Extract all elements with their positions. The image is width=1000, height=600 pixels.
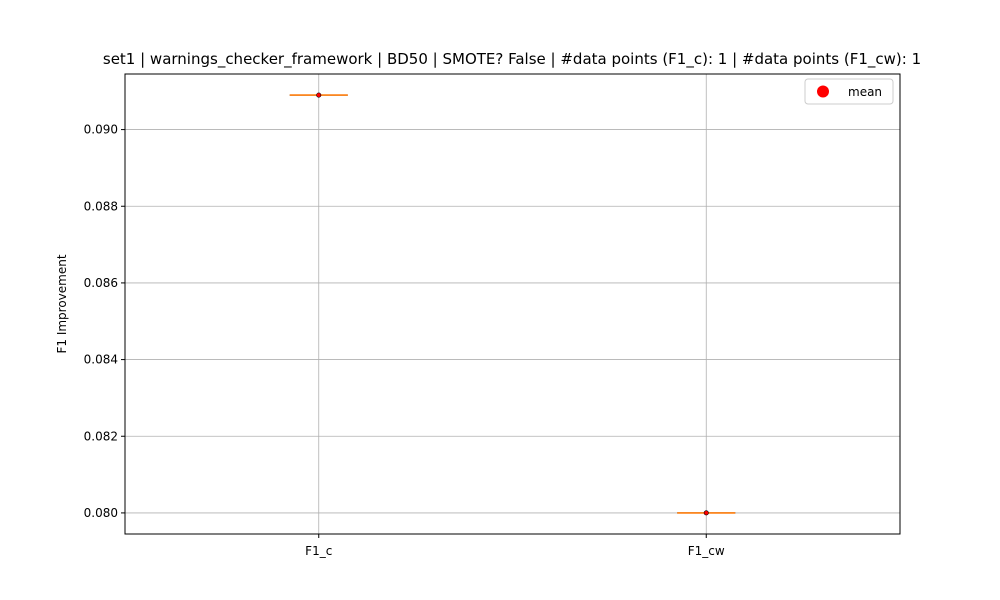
mean-marker	[316, 92, 322, 98]
y-tick-label: 0.086	[84, 276, 118, 290]
mean-marker	[703, 510, 709, 516]
plot-frame	[124, 73, 901, 535]
legend: mean	[804, 78, 894, 105]
data-layer	[289, 92, 736, 516]
y-tick-label: 0.080	[84, 506, 118, 520]
tick-layer: 0.080 0.082 0.084 0.086 0.088 0.090 F1_c F1_cw	[84, 123, 725, 558]
chart-title: set1 | warnings_checker_framework | BD50…	[103, 50, 921, 69]
legend-box	[804, 78, 894, 105]
grid-layer	[125, 74, 900, 534]
y-tick-label: 0.090	[84, 123, 118, 137]
y-axis-label: F1 Improvement	[55, 254, 69, 353]
y-tick-label: 0.082	[84, 429, 118, 443]
x-tick-label: F1_cw	[688, 544, 725, 558]
legend-mean-marker	[817, 85, 829, 98]
legend-mean-label: mean	[848, 85, 882, 99]
y-tick-label: 0.088	[84, 199, 118, 213]
y-tick-label: 0.084	[84, 353, 118, 367]
x-tick-label: F1_c	[305, 544, 332, 558]
